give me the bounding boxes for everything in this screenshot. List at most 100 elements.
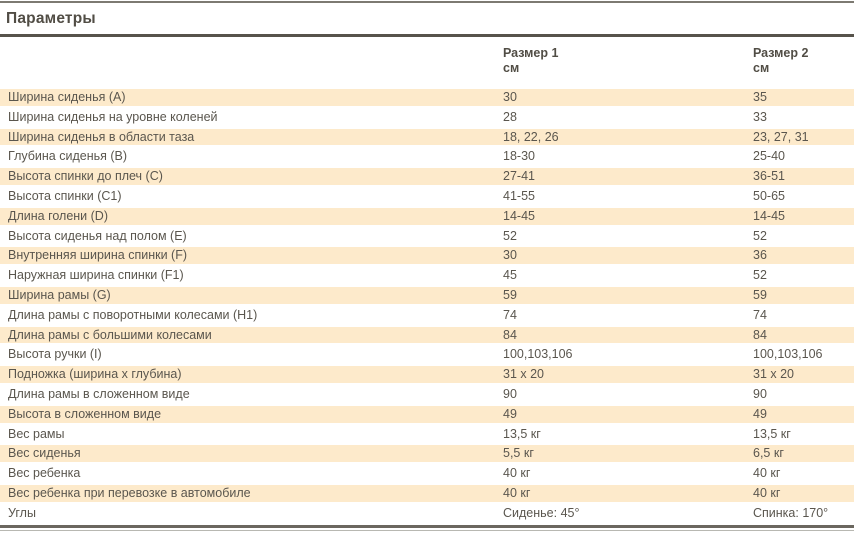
row-label: Наружная ширина спинки (F1) [8,268,184,283]
size2-value: Спинка: 170° [753,505,829,520]
table-row: Ширина рамы (G) 59 59 [0,285,854,306]
size1-value: 41-55 [503,188,535,203]
size2-value: 23, 27, 31 [753,129,809,144]
row-label: Ширина сиденья на уровне коленей [8,109,218,124]
size2-value: 14-45 [753,208,785,223]
row-label: Вес ребенка при перевозке в автомобиле [8,485,251,500]
size1-value: 18-30 [503,149,535,164]
size1-value: 40 кг [503,485,531,500]
parameters-table: Размер 1 см Размер 2 см Ширина сиденья (… [0,37,854,525]
size1-value: 14-45 [503,208,535,223]
size2-value: 100,103,106 [753,347,823,362]
size2-value: 84 [753,327,767,342]
table-row: Наружная ширина спинки (F1) 45 52 [0,266,854,286]
table-header: Размер 1 см Размер 2 см [0,37,854,89]
size2-value: 49 [753,406,767,421]
size1-value: 40 кг [503,466,531,481]
size2-value: 31 x 20 [753,367,795,382]
row-label: Вес ребенка [8,466,81,481]
size1-value: 27-41 [503,169,535,184]
size2-value: 40 кг [753,485,781,500]
size2-value: 13,5 кг [753,426,791,441]
size1-value: 52 [503,228,517,243]
header-size1-unit: см [503,61,520,75]
table-row: Ширина сиденья в области таза 18, 22, 26 2… [0,127,854,147]
size2-value: 25-40 [753,149,785,164]
header-size2: Размер 2 см [745,37,854,89]
header-size1: Размер 1 см [495,37,745,89]
size1-value: 74 [503,307,517,322]
row-label: Длина рамы в сложенном виде [8,386,190,401]
size2-value: 36-51 [753,169,785,184]
header-size1-label: Размер 1 [503,46,559,60]
size1-value: 49 [503,406,517,421]
row-label: Глубина сиденья (B) [8,149,128,164]
table-row: Углы Сиденье: 45° Спинка: 170° [0,503,854,524]
table-row: Вес ребенка 40 кг 40 кг [0,464,854,484]
row-label: Ширина рамы (G) [8,287,111,302]
table-row: Длина рамы в сложенном виде 90 90 [0,384,854,405]
row-label: Высота спинки до плеч (C) [8,169,163,184]
row-label: Вес рамы [8,426,65,441]
size2-value: 59 [753,287,767,302]
size2-value: 40 кг [753,466,781,481]
title-divider [0,34,854,37]
row-label: Высота в сложенном виде [8,406,162,421]
size1-value: 13,5 кг [503,426,541,441]
size2-value: 33 [753,109,767,124]
row-label: Вес сиденья [8,446,81,461]
table-row: Вес ребенка при перевозке в автомобиле 40… [0,483,854,504]
size2-value: 52 [753,228,767,243]
size1-value: 30 [503,90,517,104]
size1-value: 5,5 кг [503,446,534,461]
size2-value: 35 [753,90,767,104]
row-label: Длина рамы с большими колесами [8,327,212,342]
table-row: Ширина сиденья на уровне коленей 28 33 [0,107,854,128]
top-divider [0,1,854,3]
table-row: Длина рамы с большими колесами 84 84 [0,325,854,345]
size1-value: 18, 22, 26 [503,129,559,144]
row-label: Высота ручки (I) [8,347,102,362]
size2-value: 52 [753,268,767,283]
table-row: Вес рамы 13,5 кг 13,5 кг [0,424,854,444]
table-row: Внутренняя ширина спинки (F) 30 36 [0,245,854,266]
row-label: Длина голени (D) [8,208,108,223]
table-row: Подножка (ширина x глубина) 31 x 20 31 x 2… [0,364,854,385]
table-row: Длина рамы с поворотными колесами (H1) 74… [0,305,854,326]
size2-value: 6,5 кг [753,446,784,461]
table-row: Глубина сиденья (B) 18-30 25-40 [0,147,854,167]
row-label: Высота сиденья над полом (E) [8,228,187,243]
header-size2-unit: см [753,61,770,75]
size2-value: 90 [753,386,767,401]
table-row: Высота в сложенном виде 49 49 [0,404,854,425]
row-label: Внутренняя ширина спинки (F) [8,248,187,263]
page-title: Параметры [6,10,96,27]
table-row: Высота сиденья над полом (E) 52 52 [0,226,854,246]
size2-value: 74 [753,307,767,322]
size1-value: 59 [503,287,517,302]
row-label: Углы [8,505,36,520]
table-row: Высота ручки (I) 100,103,106 100,103,106 [0,345,854,365]
size1-value: 100,103,106 [503,347,573,362]
size1-value: 84 [503,327,517,342]
row-label: Подножка (ширина x глубина) [8,367,182,382]
size1-value: 45 [503,268,517,283]
size1-value: 31 x 20 [503,367,545,382]
table-row: Вес сиденья 5,5 кг 6,5 кг [0,443,854,464]
size1-value: Сиденье: 45° [503,505,580,520]
header-size2-label: Размер 2 [753,46,809,60]
bottom-divider-dark [0,524,854,528]
table-row: Ширина сиденья (A) 30 35 [0,89,854,108]
header-empty-cell [0,37,495,89]
row-label: Высота спинки (C1) [8,188,122,203]
size1-value: 30 [503,248,517,263]
size1-value: 28 [503,109,517,124]
bottom-divider-light [0,529,854,531]
table-row: Высота спинки (C1) 41-55 50-65 [0,186,854,207]
size2-value: 50-65 [753,188,785,203]
table-body: Ширина сиденья (A) 30 35 Ширина сиденья на … [0,89,854,524]
size2-value: 36 [753,248,767,263]
row-label: Длина рамы с поворотными колесами (H1) [8,307,258,322]
row-label: Ширина сиденья в области таза [8,129,195,144]
